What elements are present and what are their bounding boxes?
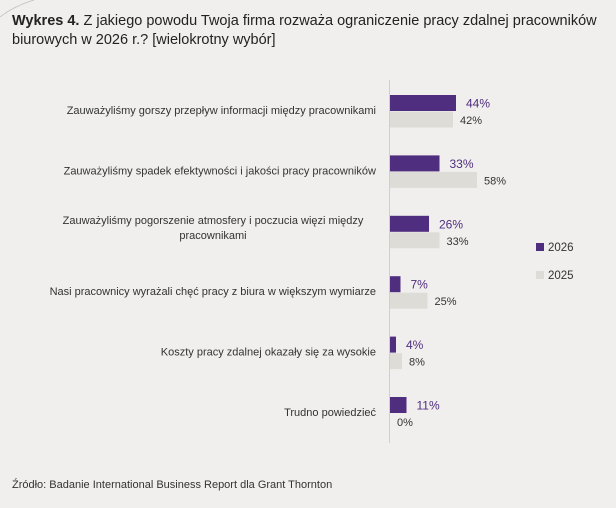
data-label-2026: 4% — [406, 338, 424, 352]
data-label-2025: 8% — [409, 357, 425, 369]
data-label-2025: 58% — [484, 175, 506, 187]
legend-swatch-2026 — [536, 243, 544, 251]
legend-swatch-2025 — [536, 271, 544, 279]
category-label: Nasi pracownicy wyrażali chęć pracy z bi… — [50, 286, 376, 298]
category-row: Nasi pracownicy wyrażali chęć pracy z bi… — [50, 276, 457, 309]
bar-2025 — [390, 353, 402, 370]
source-note: Źródło: Badanie International Business R… — [12, 479, 333, 491]
category-row: Zauważyliśmy pogorszenie atmosfery i poc… — [63, 215, 469, 249]
data-label-2026: 33% — [450, 157, 474, 171]
bar-chart: Zauważyliśmy gorszy przepływ informacji … — [50, 80, 574, 443]
category-label-line: Zauważyliśmy gorszy przepływ informacji … — [67, 105, 376, 117]
bar-2026 — [390, 276, 401, 293]
data-label-2025: 25% — [435, 296, 457, 308]
category-label-line: Zauważyliśmy pogorszenie atmosfery i poc… — [63, 215, 364, 227]
category-label-line: Nasi pracownicy wyrażali chęć pracy z bi… — [50, 286, 376, 298]
data-label-2025: 42% — [460, 115, 482, 127]
bar-2026 — [390, 155, 440, 172]
category-row: Koszty pracy zdalnej okazały się za wyso… — [161, 336, 425, 370]
category-label-line: Koszty pracy zdalnej okazały się za wyso… — [161, 347, 376, 359]
figure-number: Wykres 4. — [12, 13, 80, 29]
decorative-curve — [0, 0, 35, 18]
bar-2026 — [390, 397, 407, 413]
category-label: Zauważyliśmy spadek efektywności i jakoś… — [64, 165, 376, 177]
data-label-2025: 33% — [447, 236, 469, 248]
category-label: Trudno powiedzieć — [284, 407, 376, 419]
category-label: Koszty pracy zdalnej okazały się za wyso… — [161, 347, 376, 359]
bar-2026 — [390, 336, 396, 353]
data-label-2026: 26% — [439, 217, 463, 231]
category-label: Zauważyliśmy gorszy przepływ informacji … — [67, 105, 376, 117]
category-label-line: Trudno powiedzieć — [284, 407, 376, 419]
chart-question: Z jakiego powodu Twoja firma rozważa ogr… — [12, 13, 597, 48]
data-label-2026: 44% — [466, 97, 490, 111]
legend-label-2025: 2025 — [548, 270, 574, 282]
bar-2025 — [390, 292, 428, 309]
bar-2025 — [390, 111, 453, 128]
category-label-line: Zauważyliśmy spadek efektywności i jakoś… — [64, 165, 376, 177]
bar-2026 — [390, 215, 429, 232]
category-label: Zauważyliśmy pogorszenie atmosfery i poc… — [63, 215, 364, 242]
chart-title: Wykres 4. Z jakiego powodu Twoja firma r… — [12, 12, 612, 50]
legend-label-2026: 2026 — [548, 242, 574, 254]
category-row: Trudno powiedzieć 11% 0% — [284, 397, 440, 429]
bar-2025 — [390, 171, 477, 188]
legend: 2026 2025 — [536, 242, 574, 282]
data-label-2025: 0% — [397, 417, 413, 429]
data-label-2026: 11% — [417, 399, 440, 413]
bar-2026 — [390, 95, 456, 111]
data-label-2026: 7% — [411, 278, 429, 292]
category-label-line: pracownikami — [179, 230, 246, 242]
category-row: Zauważyliśmy spadek efektywności i jakoś… — [64, 155, 506, 188]
bar-2025 — [390, 232, 440, 249]
category-row: Zauważyliśmy gorszy przepływ informacji … — [67, 95, 490, 128]
